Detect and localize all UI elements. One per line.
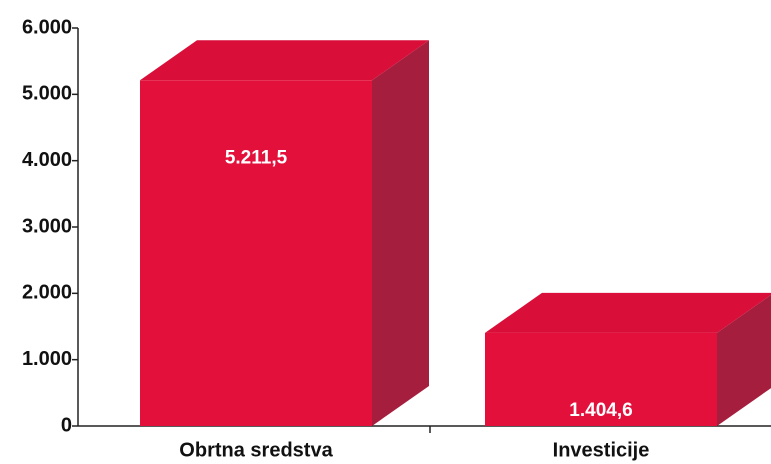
x-tick-label: Investicije [553,439,650,461]
bar [140,80,372,426]
bar-top [140,40,429,81]
y-tick-label: 2.000 [22,282,72,304]
value-label: 1.404,6 [569,400,632,421]
bar-side [717,294,771,426]
y-tick-label: 3.000 [22,215,72,237]
x-tick-label: Obrtna sredstva [179,439,333,461]
bar [485,332,717,426]
y-tick-label: 6.000 [22,16,72,38]
y-tick-label: 1.000 [22,348,72,370]
bar-side [372,40,429,426]
y-tick-label: 5.000 [22,83,72,105]
value-label: 5.211,5 [225,147,288,168]
y-tick-label: 4.000 [22,149,72,171]
y-tick-label: 0 [61,414,72,436]
bar-top [485,292,771,333]
